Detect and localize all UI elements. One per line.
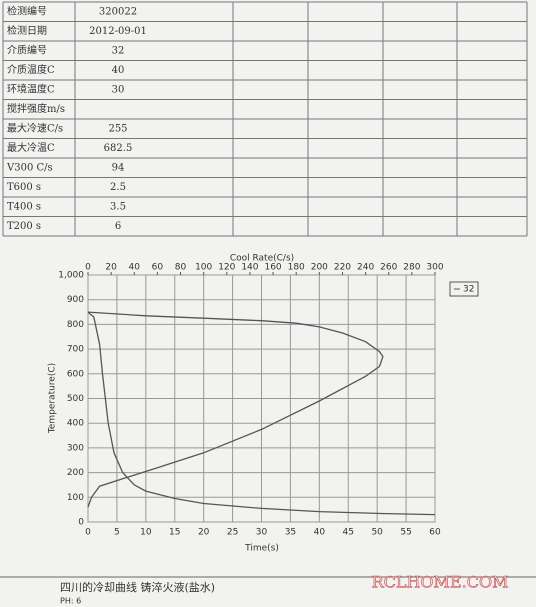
row-label: 介质编号 xyxy=(7,43,47,56)
footer-note: 四川的冷却曲线 铸淬火液(盐水) xyxy=(60,580,215,594)
row-label: V300 C/s xyxy=(6,162,53,173)
row-label: 环境温度C xyxy=(7,82,55,95)
x2-tick-label: 20 xyxy=(105,263,117,273)
x-tick-label: 50 xyxy=(371,528,383,538)
x2-tick-label: 280 xyxy=(403,263,420,273)
x-tick-label: 45 xyxy=(343,528,354,538)
row-value: 320022 xyxy=(99,6,137,17)
x-tick-label: 55 xyxy=(400,528,411,538)
x-tick-label: 30 xyxy=(256,528,268,538)
x-tick-label: 10 xyxy=(140,528,152,538)
row-value: 2.5 xyxy=(110,182,126,193)
row-label: T600 s xyxy=(7,182,41,193)
row-value: 255 xyxy=(108,123,127,134)
row-value: 2012-09-01 xyxy=(89,26,147,37)
y-tick-label: 400 xyxy=(67,419,84,429)
row-label: 搅拌强度m/s xyxy=(7,102,65,115)
x2-tick-label: 220 xyxy=(334,263,351,273)
row-label: 最大冷速C/s xyxy=(7,121,63,134)
row-label: T400 s xyxy=(7,201,41,212)
row-label: T200 s xyxy=(7,221,41,232)
row-value: 40 xyxy=(112,65,125,76)
x2-axis-label: Cool Rate(C/s) xyxy=(230,254,294,264)
x2-tick-label: 100 xyxy=(195,263,212,273)
x2-tick-label: 200 xyxy=(311,263,328,273)
row-value: 94 xyxy=(112,162,125,173)
y-tick-label: 0 xyxy=(78,518,84,528)
y-tick-label: 300 xyxy=(67,443,84,453)
row-value: 32 xyxy=(112,45,125,56)
x-tick-label: 5 xyxy=(114,528,120,538)
x-tick-label: 20 xyxy=(198,528,210,538)
x-tick-label: 60 xyxy=(429,528,441,538)
y-tick-label: 600 xyxy=(67,369,84,379)
x-tick-label: 40 xyxy=(314,528,326,538)
row-value: 30 xyxy=(112,84,125,95)
y-tick-label: 900 xyxy=(67,295,84,305)
legend-label: 32 xyxy=(463,285,474,295)
x2-tick-label: 260 xyxy=(380,263,397,273)
row-value: 682.5 xyxy=(104,143,133,154)
x-tick-label: 25 xyxy=(227,528,238,538)
y-tick-label: 1,000 xyxy=(58,271,84,281)
row-label: 检测编号 xyxy=(7,4,47,17)
x2-tick-label: 120 xyxy=(218,263,235,273)
watermark: RCLHOME.COM xyxy=(372,573,509,592)
x2-tick-label: 160 xyxy=(264,263,281,273)
legend-box xyxy=(449,281,479,297)
x-axis-label: Time(s) xyxy=(244,544,279,554)
x2-tick-label: 180 xyxy=(288,263,305,273)
curve xyxy=(87,311,436,516)
x-tick-label: 0 xyxy=(85,528,91,538)
row-label: 检测日期 xyxy=(7,24,47,37)
y-tick-label: 100 xyxy=(67,493,84,503)
x2-tick-label: 60 xyxy=(152,263,164,273)
x2-tick-label: 0 xyxy=(85,263,91,273)
row-label: 介质温度C xyxy=(7,63,55,76)
row-label: 最大冷温C xyxy=(7,141,55,154)
row-value: 6 xyxy=(115,221,121,232)
x2-tick-label: 140 xyxy=(241,263,258,273)
x2-tick-label: 300 xyxy=(426,263,443,273)
footer-ph: PH: 6 xyxy=(60,597,81,606)
y-tick-label: 200 xyxy=(67,468,84,478)
x-tick-label: 35 xyxy=(285,528,296,538)
x-tick-label: 15 xyxy=(169,528,180,538)
curve xyxy=(87,311,384,508)
y-axis-label: Temperature(C) xyxy=(48,363,58,434)
row-value: 3.5 xyxy=(110,201,126,212)
y-tick-label: 800 xyxy=(67,320,84,330)
y-tick-label: 700 xyxy=(67,345,84,355)
x2-tick-label: 40 xyxy=(129,263,141,273)
x2-tick-label: 80 xyxy=(175,263,187,273)
x2-tick-label: 240 xyxy=(357,263,374,273)
y-tick-label: 500 xyxy=(67,394,84,404)
